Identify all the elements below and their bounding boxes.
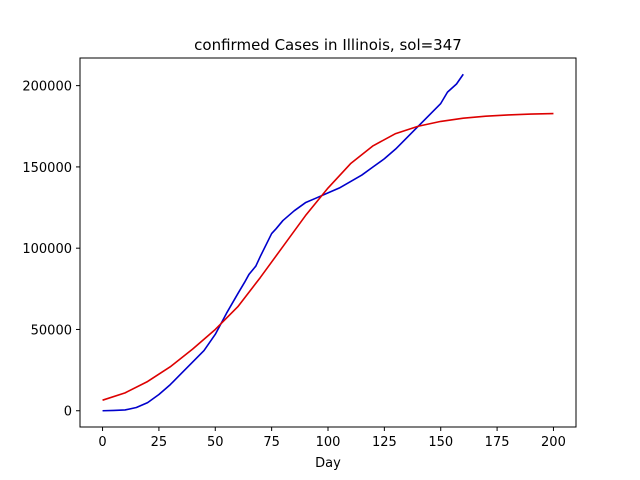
y-tick-label: 50000 bbox=[31, 323, 72, 338]
series-line-1 bbox=[102, 73, 464, 412]
x-tick-label: 100 bbox=[316, 435, 341, 450]
x-tick-label: 200 bbox=[541, 435, 566, 450]
x-axis-label: Day bbox=[315, 456, 341, 471]
y-tick-label: 200000 bbox=[22, 80, 72, 95]
x-axis-ticks: 0 25 50 75 100 125 150 175 200 bbox=[98, 427, 566, 450]
plot-frame bbox=[79, 57, 577, 428]
series-layer bbox=[102, 73, 554, 412]
x-tick-label: 0 bbox=[98, 435, 106, 450]
y-axis-ticks: 0 50000 100000 150000 200000 bbox=[22, 80, 80, 420]
series-line-2 bbox=[102, 112, 554, 401]
x-tick-label: 150 bbox=[428, 435, 453, 450]
x-tick-label: 25 bbox=[151, 435, 168, 450]
y-tick-label: 0 bbox=[64, 405, 72, 420]
y-tick-label: 150000 bbox=[22, 161, 72, 176]
y-tick-label: 100000 bbox=[22, 242, 72, 257]
x-tick-label: 50 bbox=[207, 435, 224, 450]
chart-title: confirmed Cases in Illinois, sol=347 bbox=[194, 36, 462, 54]
x-tick-label: 125 bbox=[372, 435, 397, 450]
x-tick-label: 175 bbox=[485, 435, 510, 450]
x-tick-label: 75 bbox=[263, 435, 280, 450]
